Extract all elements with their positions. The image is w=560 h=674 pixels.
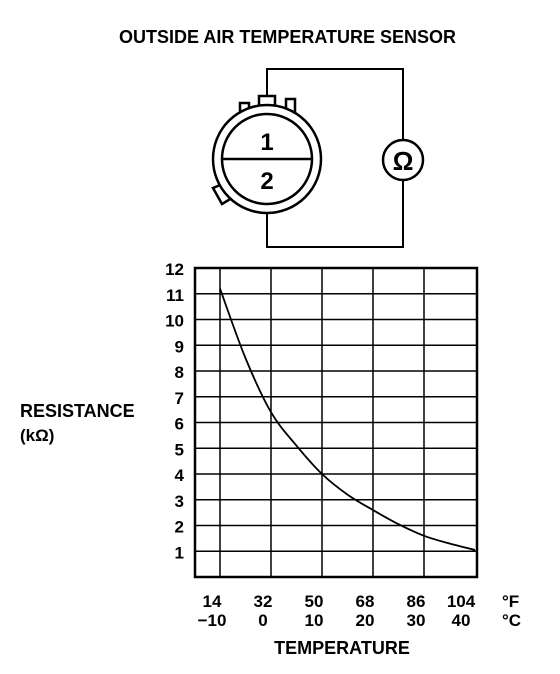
test-circuit [266,68,404,248]
y-tick-label: 11 [166,286,184,305]
x-tick-label-c: 40 [452,611,471,630]
y-tick-label: 8 [175,363,184,382]
x-tick-label-f: 50 [305,592,324,611]
ohmmeter: Ω [381,138,425,182]
x-tick-label-c: 10 [305,611,324,630]
chart-frame [193,266,479,579]
unit-celsius: °C [502,611,521,630]
x-tick-label-c: 20 [356,611,375,630]
x-tick-label-f: 104 [447,592,476,611]
y-tick-label: 6 [175,415,184,434]
terminal-1-label: 1 [260,129,273,156]
x-axis-label: TEMPERATURE [274,638,410,658]
terminal-2-label: 2 [260,168,273,195]
y-tick-label: 3 [175,492,184,511]
y-tick-label: 9 [175,337,184,356]
y-tick-label: 1 [175,543,184,562]
y-tick-label: 5 [175,440,184,459]
y-tick-label: 12 [165,260,184,279]
chart-grid [195,268,477,577]
y-tick-label: 4 [175,466,185,485]
ohm-symbol: Ω [393,146,414,176]
x-tick-label-c: 0 [258,611,267,630]
y-tick-label: 2 [175,518,184,537]
x-tick-label-f: 32 [254,592,273,611]
y-axis-label: RESISTANCE [20,401,135,421]
wire-top [266,68,404,140]
wire-bottom [266,180,404,248]
resistance-curve [219,288,476,551]
x-tick-label-f: 14 [203,592,222,611]
x-tick-label-c: −10 [198,611,227,630]
y-axis-unit: (kΩ) [20,426,54,445]
unit-fahrenheit: °F [502,592,519,611]
ohmmeter-circle [381,138,425,182]
y-tick-label: 7 [175,389,184,408]
y-tick-label: 10 [165,312,184,331]
diagram-title: OUTSIDE AIR TEMPERATURE SENSOR [119,27,456,47]
x-tick-label-f: 86 [407,592,426,611]
x-tick-label-f: 68 [356,592,375,611]
sensor-connector [211,94,323,215]
x-tick-label-c: 30 [407,611,426,630]
